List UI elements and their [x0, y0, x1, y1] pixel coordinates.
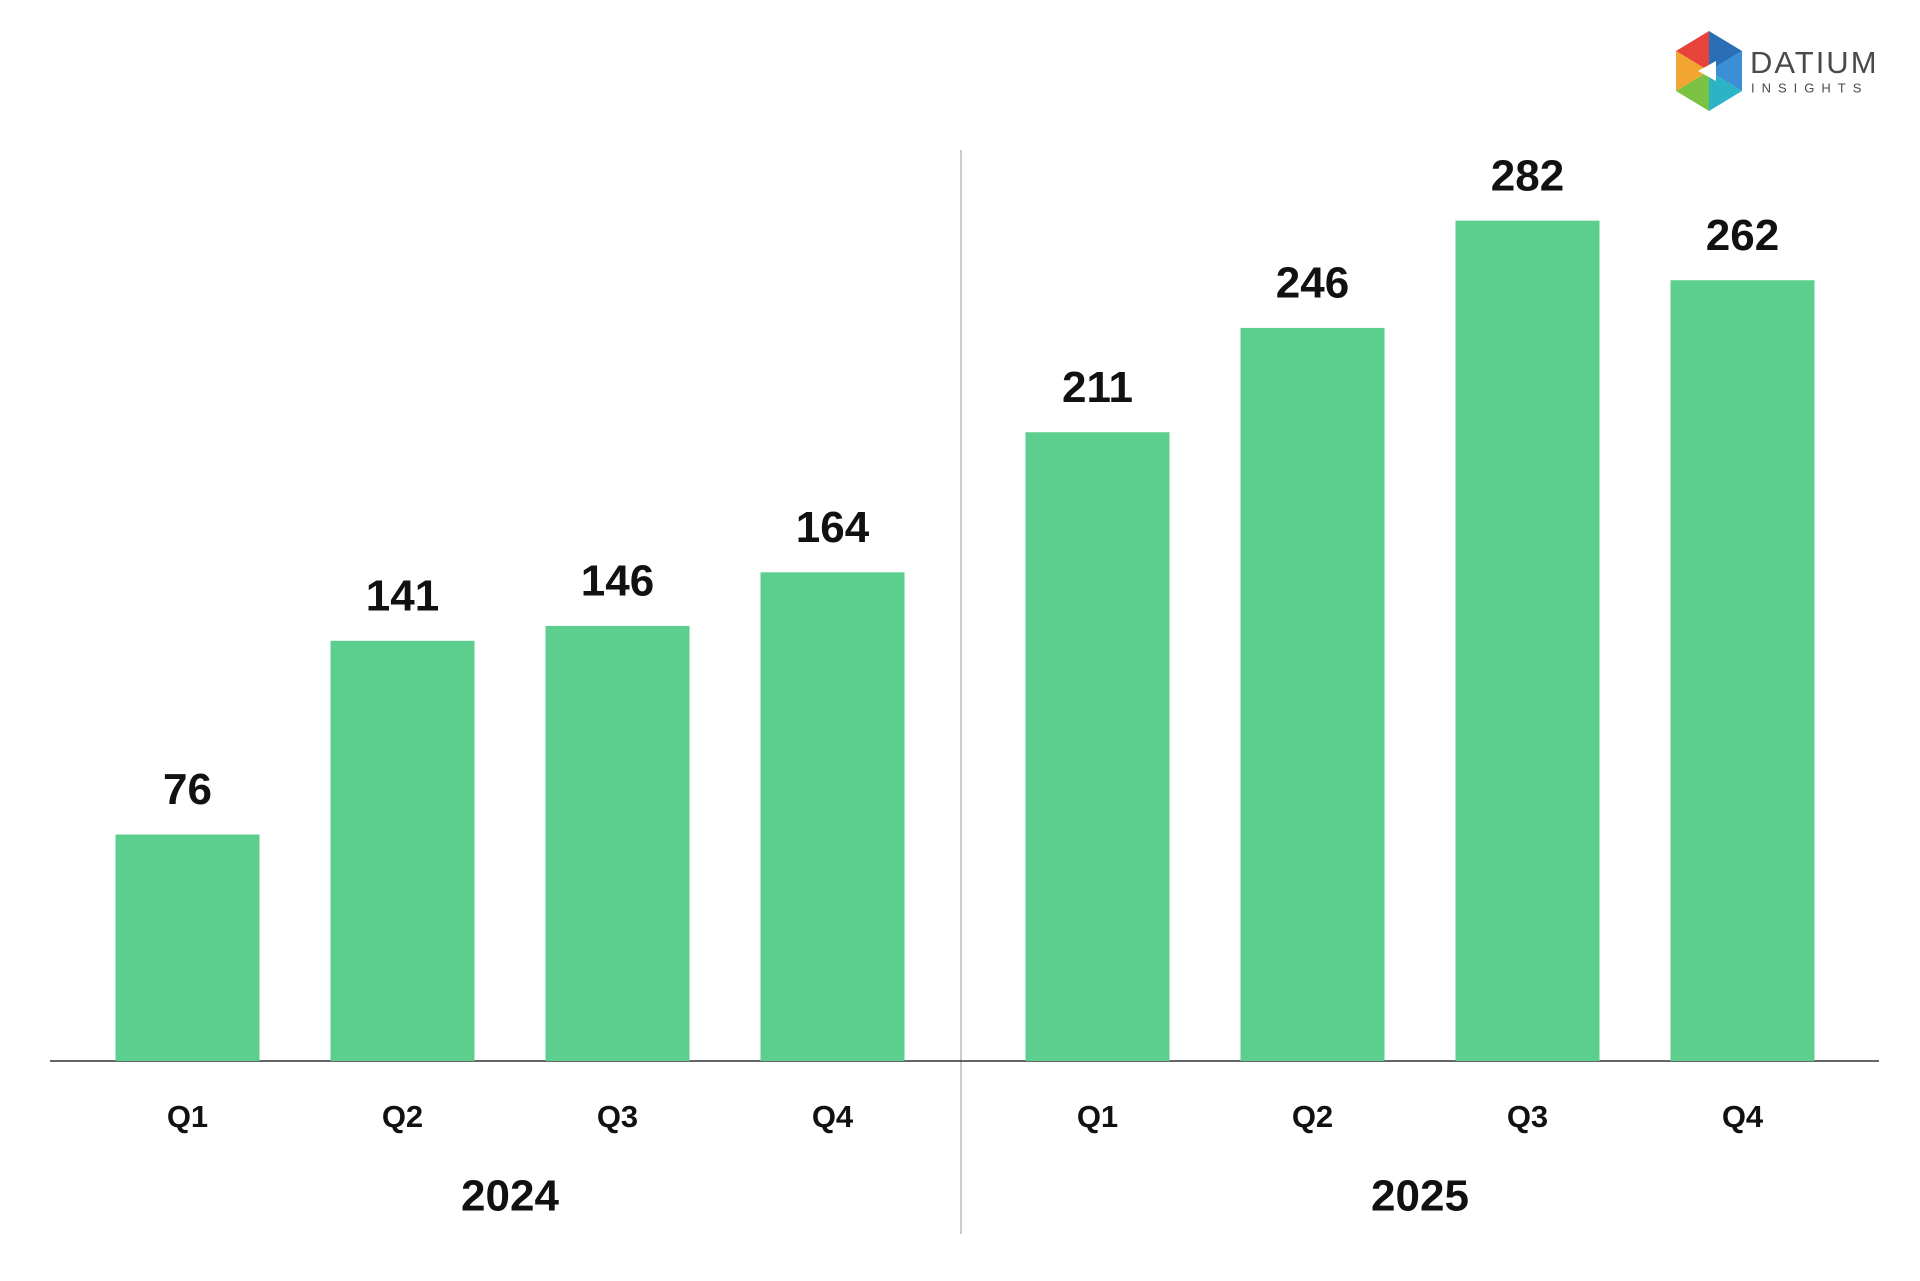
logo-tagline: INSIGHTS	[1751, 80, 1868, 95]
bar	[545, 625, 690, 1061]
bar	[1240, 327, 1385, 1061]
logo: DATIUM INSIGHTS	[1676, 31, 1879, 111]
x-tick-label: Q1	[167, 1099, 208, 1134]
value-label: 246	[1276, 259, 1349, 308]
value-label: 282	[1491, 151, 1564, 200]
x-tick-label: Q4	[1722, 1099, 1764, 1134]
logo-icon	[1676, 31, 1742, 111]
x-tick-label: Q2	[382, 1099, 423, 1134]
value-label: 76	[163, 765, 212, 814]
x-tick-label: Q4	[812, 1099, 854, 1134]
logo-shape	[1676, 51, 1709, 91]
logo-shape	[1676, 71, 1709, 111]
x-tick-label: Q2	[1292, 1099, 1333, 1134]
value-label: 211	[1062, 363, 1133, 412]
logo-shape	[1709, 51, 1742, 91]
value-label: 164	[796, 503, 870, 552]
value-label: 262	[1706, 211, 1779, 260]
x-tick-label: Q3	[1507, 1099, 1548, 1134]
bar	[115, 834, 260, 1061]
group-label: 2024	[461, 1172, 559, 1221]
bar	[1025, 432, 1170, 1062]
value-label: 141	[366, 571, 439, 620]
bar	[760, 572, 905, 1061]
x-tick-label: Q3	[597, 1099, 638, 1134]
bar	[1670, 280, 1815, 1061]
logo-name: DATIUM	[1750, 45, 1879, 80]
group-label: 2025	[1371, 1172, 1469, 1221]
value-label: 146	[581, 557, 654, 606]
logo-shape	[1709, 71, 1742, 111]
bar	[330, 640, 475, 1061]
logo-shape	[1698, 61, 1716, 81]
x-tick-label: Q1	[1077, 1099, 1118, 1134]
logo-shape	[1709, 31, 1742, 71]
bar	[1455, 220, 1600, 1061]
logo-shape	[1676, 31, 1709, 71]
